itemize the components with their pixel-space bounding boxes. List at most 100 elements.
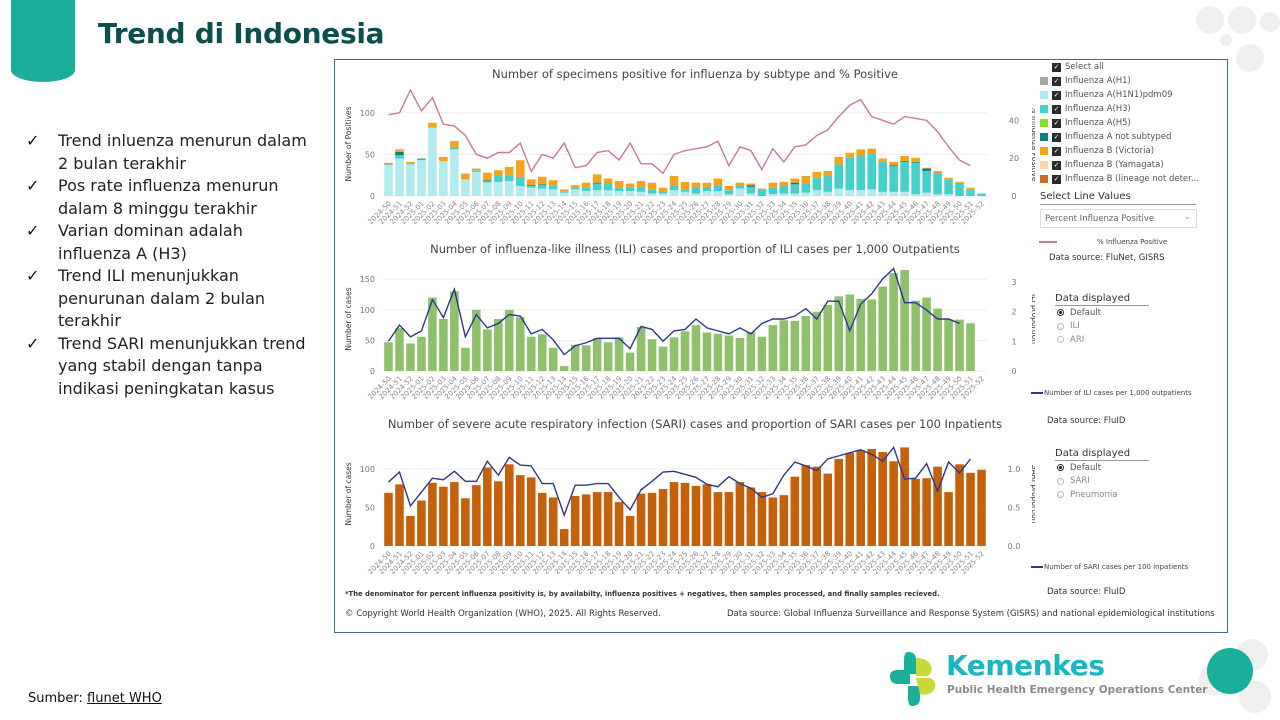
chevron-down-icon: ⌄ bbox=[1183, 212, 1191, 222]
bar-segment bbox=[878, 452, 887, 546]
radio-icon[interactable] bbox=[1057, 491, 1064, 499]
bar-segment bbox=[483, 182, 492, 196]
bar-segment bbox=[867, 299, 876, 371]
bar-segment bbox=[900, 161, 909, 162]
bar-segment bbox=[439, 161, 448, 196]
bar-segment bbox=[526, 336, 536, 371]
legend-item[interactable]: ✓ Influenza A not subtyped bbox=[1037, 130, 1227, 144]
legend-item[interactable]: ✓ Influenza A(H3) bbox=[1037, 102, 1227, 116]
sari-option-pneumonia[interactable]: Pneumonia bbox=[1057, 488, 1225, 502]
bar-segment bbox=[658, 346, 668, 371]
legend-item[interactable]: ✓ Influenza A(H1) bbox=[1037, 74, 1227, 88]
bar-segment bbox=[735, 482, 745, 546]
bar-segment bbox=[548, 497, 558, 546]
bar-segment bbox=[472, 485, 481, 546]
bar-segment bbox=[669, 337, 679, 371]
y2-tick-label: 40 bbox=[1009, 116, 1019, 125]
radio-icon[interactable] bbox=[1057, 477, 1064, 485]
bullet-item: ✓ Trend SARI menunjukkan trend yang stabi… bbox=[26, 333, 306, 398]
bar-segment bbox=[570, 185, 580, 188]
check-icon: ✓ bbox=[26, 266, 40, 285]
y-axis-label: Number of Positives bbox=[344, 106, 353, 181]
bar-segment bbox=[526, 185, 536, 187]
legend-item[interactable]: ✓ Influenza B (Yamagata) bbox=[1037, 158, 1227, 172]
y-axis-label: Number of cases bbox=[344, 462, 353, 525]
bar-segment bbox=[867, 153, 876, 190]
bar-segment bbox=[779, 495, 789, 546]
legend-checkbox[interactable]: ✓ bbox=[1052, 160, 1061, 170]
legend-swatch-icon bbox=[1040, 119, 1048, 127]
legend-swatch-icon bbox=[1040, 161, 1048, 169]
bar-segment bbox=[922, 192, 931, 196]
bar-segment bbox=[911, 157, 920, 162]
bar-segment bbox=[900, 270, 909, 371]
legend-item[interactable]: ✓ Influenza B (Victoria) bbox=[1037, 144, 1227, 158]
pct-positive-line-legend: % Influenza Positive bbox=[1037, 238, 1227, 246]
bar-segment bbox=[669, 185, 679, 191]
bar-segment bbox=[505, 166, 514, 176]
bar-segment bbox=[856, 190, 865, 196]
bar-segment bbox=[515, 475, 525, 546]
ili-option-ili[interactable]: ILI bbox=[1057, 320, 1225, 334]
line-values-dropdown[interactable]: Percent Influenza Positive ⌄ bbox=[1040, 209, 1197, 228]
select-line-values-label: Select Line Values bbox=[1040, 191, 1196, 205]
bar-segment bbox=[603, 492, 613, 546]
sari-line-legend: Number of SARI cases per 100 inpatients bbox=[1031, 563, 1188, 571]
sari-option-default[interactable]: Default bbox=[1057, 461, 1225, 475]
legend-checkbox[interactable]: ✓ bbox=[1052, 146, 1061, 156]
legend-checkbox[interactable]: ✓ bbox=[1052, 132, 1061, 142]
bar-segment bbox=[461, 179, 470, 196]
radio-selected-icon[interactable] bbox=[1057, 464, 1064, 472]
bar-segment bbox=[746, 193, 756, 196]
bar-segment bbox=[757, 189, 767, 196]
radio-icon[interactable] bbox=[1057, 322, 1064, 330]
ili-option-default[interactable]: Default bbox=[1057, 306, 1225, 320]
bar-segment bbox=[856, 450, 865, 546]
bar-segment bbox=[636, 191, 646, 196]
bar-segment bbox=[406, 161, 415, 164]
sari-option-sari[interactable]: SARI bbox=[1057, 475, 1225, 489]
ili-option-ari[interactable]: ARI bbox=[1057, 333, 1225, 347]
bar-segment bbox=[768, 187, 778, 195]
bar-segment bbox=[592, 337, 602, 371]
data-source-fluid-ili: Data source: FluID bbox=[1047, 416, 1126, 426]
bar-segment bbox=[790, 178, 800, 183]
legend-item[interactable]: ✓ Influenza A(H1N1)pdm09 bbox=[1037, 88, 1227, 102]
bar-segment bbox=[581, 191, 591, 196]
bar-segment bbox=[417, 160, 426, 196]
bar-segment bbox=[889, 191, 898, 196]
bar-segment bbox=[625, 191, 635, 196]
select-all-row[interactable]: ✓ Select all bbox=[1052, 62, 1104, 72]
bar-segment bbox=[417, 336, 426, 371]
bar-segment bbox=[823, 191, 833, 196]
radio-selected-icon[interactable] bbox=[1057, 309, 1064, 317]
bullet-item: ✓ Pos rate influenza menurun dalam 8 ming… bbox=[26, 176, 279, 218]
bar-segment bbox=[603, 342, 613, 371]
bar-segment bbox=[746, 331, 756, 371]
legend-item[interactable]: ✓ Influenza A(H5) bbox=[1037, 116, 1227, 130]
bar-segment bbox=[856, 298, 865, 371]
bar-segment bbox=[559, 529, 569, 546]
sari-data-displayed-panel: Data displayed Default SARI Pneumonia bbox=[1055, 448, 1225, 502]
source-link[interactable]: flunet WHO bbox=[87, 691, 162, 706]
bar-segment bbox=[834, 188, 844, 196]
bar-segment bbox=[406, 343, 415, 371]
bar-segment bbox=[384, 162, 393, 165]
bar-segment bbox=[570, 189, 580, 196]
legend-checkbox[interactable]: ✓ bbox=[1052, 104, 1061, 114]
bar-segment bbox=[581, 494, 591, 546]
check-icon: ✓ bbox=[26, 333, 40, 353]
bar-segment bbox=[779, 186, 789, 194]
legend-swatch-icon bbox=[1040, 175, 1048, 183]
radio-icon[interactable] bbox=[1057, 336, 1064, 344]
bar-segment bbox=[713, 191, 723, 196]
select-all-checkbox[interactable]: ✓ bbox=[1052, 62, 1061, 72]
bar-segment bbox=[790, 184, 800, 194]
legend-checkbox[interactable]: ✓ bbox=[1052, 76, 1061, 86]
y-tick-label: 50 bbox=[365, 336, 375, 345]
legend-checkbox[interactable]: ✓ bbox=[1052, 118, 1061, 128]
legend-checkbox[interactable]: ✓ bbox=[1052, 90, 1061, 100]
legend-checkbox[interactable]: ✓ bbox=[1052, 174, 1061, 184]
legend-item[interactable]: ✓ Influenza B (lineage not deter... bbox=[1037, 172, 1227, 186]
